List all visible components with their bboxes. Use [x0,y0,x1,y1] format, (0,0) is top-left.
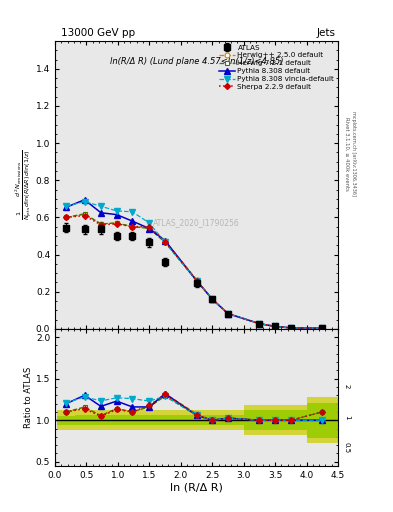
Line: Sherpa 2.2.9 default: Sherpa 2.2.9 default [64,214,324,330]
Herwig 7.2.1 default [82,210,87,217]
Pythia 8.308 vincia-default [82,199,87,205]
Sherpa 2.2.9 default [114,221,119,227]
Herwig++ 2.5.0 default [257,321,262,327]
Sherpa 2.2.9 default [99,222,103,228]
Herwig 7.2.1 default [194,278,199,284]
Pythia 8.308 vincia-default [257,321,262,327]
Sherpa 2.2.9 default [64,215,69,221]
Herwig++ 2.5.0 default [288,325,293,331]
Text: Rivet 3.1.10, ≥ 400k events: Rivet 3.1.10, ≥ 400k events [344,117,349,190]
Pythia 8.308 vincia-default [288,325,293,331]
Herwig++ 2.5.0 default [82,211,87,218]
Herwig++ 2.5.0 default [320,325,325,331]
Herwig++ 2.5.0 default [163,238,167,244]
Line: Pythia 8.308 default: Pythia 8.308 default [64,197,325,331]
Herwig++ 2.5.0 default [114,220,119,226]
Pythia 8.308 vincia-default [273,324,277,330]
Sherpa 2.2.9 default [288,325,293,331]
Pythia 8.308 default [226,311,230,317]
Herwig++ 2.5.0 default [64,215,69,221]
Pythia 8.308 default [320,325,325,331]
Pythia 8.308 vincia-default [147,220,152,226]
Text: 1: 1 [344,415,350,419]
Herwig++ 2.5.0 default [210,296,215,302]
Herwig 7.2.1 default [130,224,135,230]
Line: Pythia 8.308 vincia-default: Pythia 8.308 vincia-default [64,199,325,331]
Sherpa 2.2.9 default [163,239,167,245]
Y-axis label: $\frac{1}{N_{\rm jets}}\frac{d^2 N_{\rm emissions}}{d\ln(R/\Delta R)\,d\ln(1/z)}: $\frac{1}{N_{\rm jets}}\frac{d^2 N_{\rm … [14,150,35,220]
Legend: ATLAS, Herwig++ 2.5.0 default, Herwig 7.2.1 default, Pythia 8.308 default, Pythi: ATLAS, Herwig++ 2.5.0 default, Herwig 7.… [217,43,336,91]
Herwig 7.2.1 default [99,221,103,227]
Herwig++ 2.5.0 default [147,225,152,231]
Pythia 8.308 vincia-default [210,296,215,302]
Pythia 8.308 default [130,218,135,224]
Pythia 8.308 default [194,278,199,284]
Text: mcplots.cern.ch [arXiv:1306.3436]: mcplots.cern.ch [arXiv:1306.3436] [351,111,356,196]
Pythia 8.308 vincia-default [163,240,167,246]
Pythia 8.308 vincia-default [226,311,230,317]
Herwig 7.2.1 default [273,324,277,330]
Herwig++ 2.5.0 default [130,224,135,230]
Sherpa 2.2.9 default [147,224,152,230]
Pythia 8.308 default [147,225,152,231]
Pythia 8.308 default [114,211,119,218]
Herwig 7.2.1 default [163,240,167,246]
Herwig 7.2.1 default [257,321,262,327]
Herwig++ 2.5.0 default [273,324,277,330]
Herwig++ 2.5.0 default [226,311,230,317]
Pythia 8.308 default [99,210,103,216]
Pythia 8.308 vincia-default [114,208,119,214]
Pythia 8.308 default [82,197,87,203]
Pythia 8.308 vincia-default [64,203,69,209]
Line: Herwig 7.2.1 default: Herwig 7.2.1 default [64,211,325,331]
Herwig 7.2.1 default [226,311,230,317]
Sherpa 2.2.9 default [130,224,135,230]
Pythia 8.308 vincia-default [320,325,325,331]
Herwig 7.2.1 default [64,215,69,221]
Text: ln(R/Δ R) (Lund plane 4.57<ln(1/z)<4.85): ln(R/Δ R) (Lund plane 4.57<ln(1/z)<4.85) [110,57,283,66]
Pythia 8.308 vincia-default [194,278,199,284]
Herwig 7.2.1 default [210,296,215,302]
Pythia 8.308 default [288,325,293,331]
Herwig 7.2.1 default [288,325,293,331]
Herwig++ 2.5.0 default [99,221,103,227]
Sherpa 2.2.9 default [210,296,215,302]
X-axis label: ln (R/Δ R): ln (R/Δ R) [170,482,223,493]
Text: 0.5: 0.5 [344,442,350,454]
Line: Herwig++ 2.5.0 default: Herwig++ 2.5.0 default [64,212,325,331]
Pythia 8.308 default [64,204,69,210]
Herwig++ 2.5.0 default [194,276,199,283]
Pythia 8.308 vincia-default [99,203,103,209]
Herwig 7.2.1 default [147,225,152,231]
Pythia 8.308 default [163,238,167,244]
Herwig 7.2.1 default [114,220,119,226]
Pythia 8.308 vincia-default [130,209,135,215]
Pythia 8.308 default [273,324,277,330]
Herwig 7.2.1 default [320,325,325,331]
Sherpa 2.2.9 default [226,311,230,317]
Sherpa 2.2.9 default [82,212,87,219]
Sherpa 2.2.9 default [320,325,325,331]
Text: 13000 GeV pp: 13000 GeV pp [61,28,135,38]
Sherpa 2.2.9 default [257,321,262,327]
Text: 2: 2 [344,385,350,389]
Sherpa 2.2.9 default [194,278,199,284]
Text: Jets: Jets [317,28,336,38]
Pythia 8.308 default [210,296,215,302]
Pythia 8.308 default [257,321,262,327]
Text: ATLAS_2020_I1790256: ATLAS_2020_I1790256 [153,218,240,227]
Y-axis label: Ratio to ATLAS: Ratio to ATLAS [24,367,33,428]
Sherpa 2.2.9 default [273,324,277,330]
